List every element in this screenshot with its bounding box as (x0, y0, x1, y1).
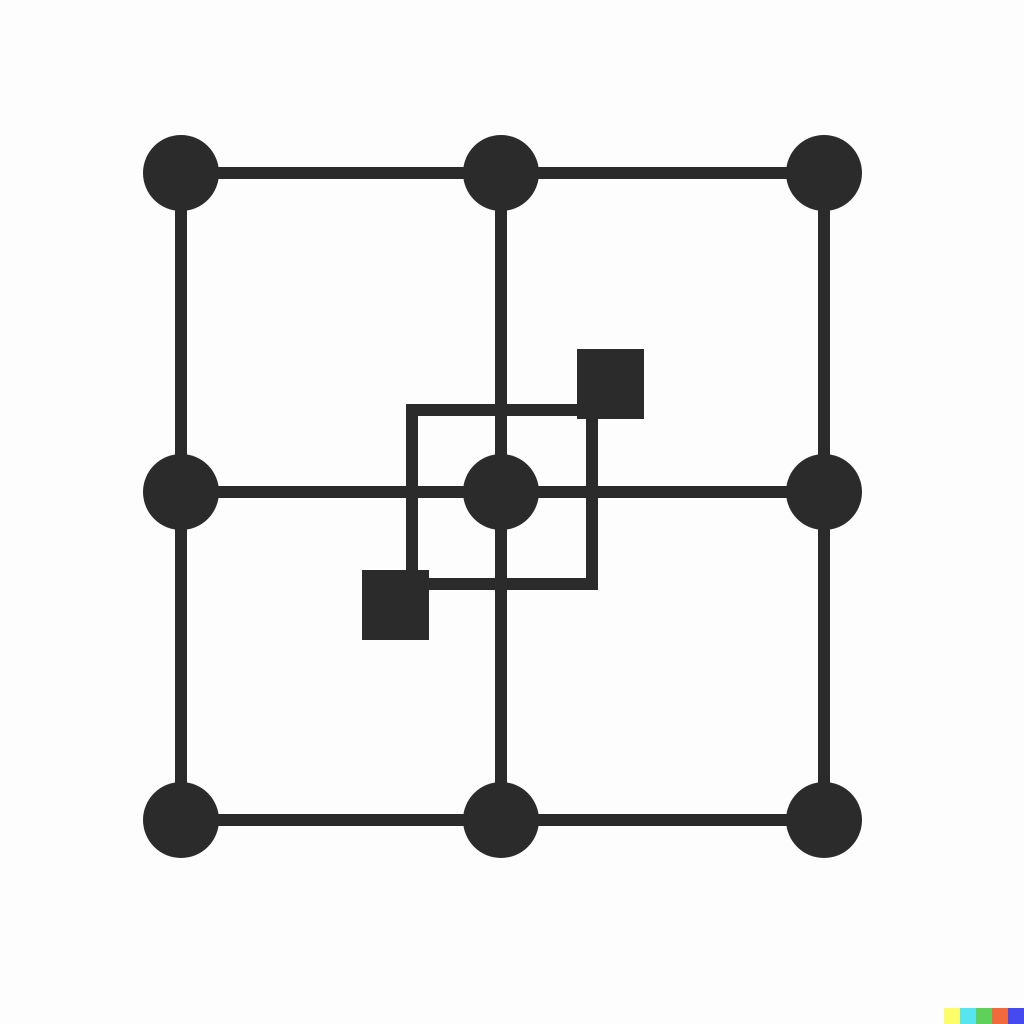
center-outlined-square (406, 404, 598, 590)
grid-node (143, 782, 219, 858)
grid-nodes (143, 135, 862, 858)
grid-node (463, 782, 539, 858)
accent-square-top-right (577, 349, 644, 419)
watermark-swatch (960, 1008, 976, 1024)
grid-edges (175, 167, 830, 826)
grid-node (786, 454, 862, 530)
watermark-swatch (1008, 1008, 1024, 1024)
watermark-swatch (976, 1008, 992, 1024)
grid-node (143, 454, 219, 530)
color-watermark (944, 1008, 1024, 1024)
grid-node (786, 135, 862, 211)
watermark-swatch (944, 1008, 960, 1024)
grid-node (143, 135, 219, 211)
accent-square-bottom-left (362, 570, 429, 640)
grid-node (463, 135, 539, 211)
watermark-swatch (992, 1008, 1008, 1024)
center-square-group (362, 349, 644, 640)
grid-node (463, 454, 539, 530)
grid-node (786, 782, 862, 858)
